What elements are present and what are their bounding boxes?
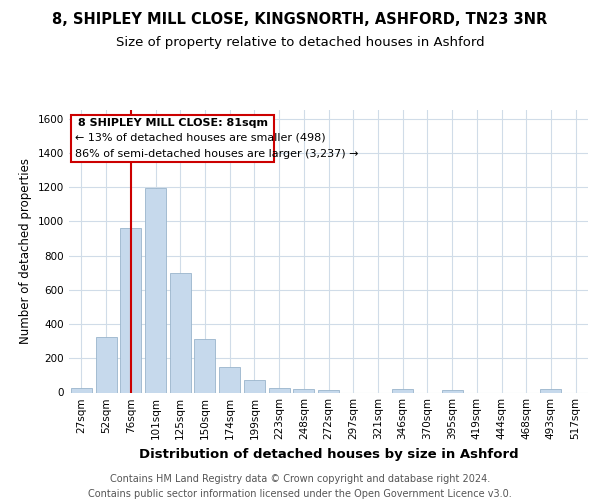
- Text: 86% of semi-detached houses are larger (3,237) →: 86% of semi-detached houses are larger (…: [74, 148, 358, 158]
- Text: 8 SHIPLEY MILL CLOSE: 81sqm: 8 SHIPLEY MILL CLOSE: 81sqm: [77, 118, 268, 128]
- Bar: [244, 380, 265, 392]
- Text: ← 13% of detached houses are smaller (498): ← 13% of detached houses are smaller (49…: [74, 132, 325, 142]
- Y-axis label: Number of detached properties: Number of detached properties: [19, 158, 32, 344]
- Bar: [194, 340, 215, 392]
- Text: 8, SHIPLEY MILL CLOSE, KINGSNORTH, ASHFORD, TN23 3NR: 8, SHIPLEY MILL CLOSE, KINGSNORTH, ASHFO…: [52, 12, 548, 28]
- Bar: [392, 389, 413, 392]
- Text: Contains HM Land Registry data © Crown copyright and database right 2024.: Contains HM Land Registry data © Crown c…: [110, 474, 490, 484]
- Bar: [145, 188, 166, 392]
- Bar: [541, 389, 562, 392]
- Bar: [219, 367, 240, 392]
- X-axis label: Distribution of detached houses by size in Ashford: Distribution of detached houses by size …: [139, 448, 518, 461]
- Bar: [293, 389, 314, 392]
- Bar: [269, 388, 290, 392]
- Bar: [120, 228, 141, 392]
- Text: Size of property relative to detached houses in Ashford: Size of property relative to detached ho…: [116, 36, 484, 49]
- Bar: [71, 388, 92, 392]
- Bar: [318, 390, 339, 392]
- Bar: [95, 337, 116, 392]
- Bar: [442, 390, 463, 392]
- Text: Contains public sector information licensed under the Open Government Licence v3: Contains public sector information licen…: [88, 489, 512, 499]
- Bar: [170, 272, 191, 392]
- FancyBboxPatch shape: [71, 116, 274, 162]
